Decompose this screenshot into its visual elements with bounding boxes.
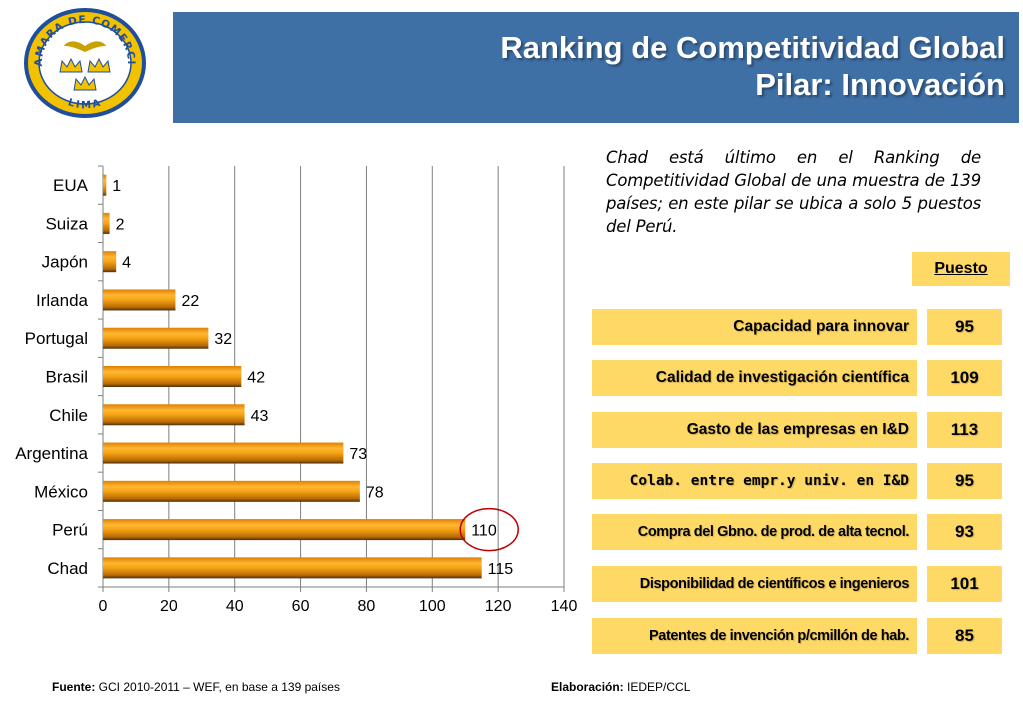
pillar-label: Colab. entre empr.y univ. en I&D xyxy=(592,463,917,499)
pillar-label: Capacidad para innovar xyxy=(592,309,917,345)
category-label: Suiza xyxy=(45,214,88,233)
data-label: 43 xyxy=(251,408,269,425)
pillar-row: Gasto de las empresas en I&D 113 xyxy=(592,412,1004,448)
pillar-rank: 93 xyxy=(927,514,1002,550)
page-subtitle: Pilar: Innovación xyxy=(755,67,1005,102)
highlight-circle xyxy=(459,507,519,552)
bar xyxy=(103,366,242,387)
x-tick-label: 100 xyxy=(419,598,446,615)
x-tick-label: 20 xyxy=(160,598,178,615)
bar xyxy=(103,557,482,579)
pillar-row: Compra del Gbno. de prod. de alta tecnol… xyxy=(592,514,1004,550)
bar xyxy=(103,519,466,541)
data-label: 2 xyxy=(116,216,125,233)
pillar-rank: 95 xyxy=(927,309,1002,345)
x-tick-label: 0 xyxy=(99,598,108,615)
pillar-label: Compra del Gbno. de prod. de alta tecnol… xyxy=(592,514,917,550)
category-label: Brasil xyxy=(45,368,88,387)
category-label: EUA xyxy=(53,176,89,195)
bar xyxy=(103,289,176,311)
bar xyxy=(103,480,360,502)
x-tick-label: 40 xyxy=(226,598,244,615)
category-label: Japón xyxy=(42,253,88,272)
pillar-row: Patentes de invención p/cmillón de hab. … xyxy=(592,618,1004,654)
pillar-row: Capacidad para innovar 95 xyxy=(592,309,1004,345)
pillar-rank: 95 xyxy=(927,463,1002,499)
elaboration-text: IEDEP/CCL xyxy=(623,680,691,694)
category-label: Chad xyxy=(47,559,88,578)
bar xyxy=(103,404,245,426)
pillar-label: Gasto de las empresas en I&D xyxy=(592,412,917,448)
x-tick-label: 140 xyxy=(551,598,578,615)
category-label: Perú xyxy=(52,521,88,540)
chad-note: Chad está último en el Ranking de Compet… xyxy=(606,148,981,236)
data-label: 78 xyxy=(366,484,384,501)
page-title: Ranking de Competitividad Global xyxy=(500,30,1005,65)
pillar-row: Disponibilidad de científicos e ingenier… xyxy=(592,566,1004,602)
ranking-bar-chart: 0 20 40 60 80 100 120 140 EUA 1 Suiza 2 Japón 4 Irland… xyxy=(15,165,578,615)
source-text: GCI 2010-2011 – WEF, en base a 139 paíse… xyxy=(95,680,340,694)
data-label: 73 xyxy=(349,446,367,463)
x-tick-label: 60 xyxy=(292,598,310,615)
x-tick-label: 120 xyxy=(485,598,512,615)
data-label: 4 xyxy=(122,255,131,272)
category-label: México xyxy=(34,482,88,501)
bar xyxy=(103,212,110,234)
bar xyxy=(103,174,107,196)
bar xyxy=(103,327,209,349)
pillar-rank: 109 xyxy=(927,360,1002,396)
puesto-header: Puesto xyxy=(912,252,1010,286)
elaboration-footnote: Elaboración: IEDEP/CCL xyxy=(551,680,690,694)
bar xyxy=(103,251,117,273)
data-label: 32 xyxy=(214,331,232,348)
data-label: 42 xyxy=(247,370,265,387)
elaboration-label: Elaboración: xyxy=(551,680,624,694)
pillar-row: Calidad de investigación científica 109 xyxy=(592,360,1004,396)
category-label: Argentina xyxy=(15,444,88,463)
svg-text:LIMA: LIMA xyxy=(67,97,104,111)
pillar-row: Colab. entre empr.y univ. en I&D 95 xyxy=(592,463,1004,499)
source-label: Fuente: xyxy=(52,680,96,694)
pillar-rank: 85 xyxy=(927,618,1002,654)
pillar-rank: 101 xyxy=(927,566,1002,602)
data-label: 115 xyxy=(488,561,514,578)
pillar-rank: 113 xyxy=(927,412,1002,448)
bar xyxy=(103,442,344,464)
logo-text-bottom: LIMA xyxy=(67,97,102,111)
pillar-label: Calidad de investigación científica xyxy=(592,360,917,396)
pillar-label: Patentes de invención p/cmillón de hab. xyxy=(592,618,917,654)
data-label: 22 xyxy=(181,293,199,310)
category-label: Chile xyxy=(49,406,88,425)
category-label: Portugal xyxy=(25,329,88,348)
category-label: Irlanda xyxy=(36,291,89,310)
chamber-of-commerce-logo: CAMARA DE COMERCIO LIMA xyxy=(22,6,146,118)
data-label: 1 xyxy=(112,178,121,195)
source-footnote: Fuente: GCI 2010-2011 – WEF, en base a 1… xyxy=(52,680,340,694)
x-tick-label: 80 xyxy=(358,598,376,615)
data-label: 110 xyxy=(471,523,497,540)
header-band: Ranking de Competitividad Global Pilar: … xyxy=(173,12,1019,123)
pillar-label: Disponibilidad de científicos e ingenier… xyxy=(592,566,917,602)
